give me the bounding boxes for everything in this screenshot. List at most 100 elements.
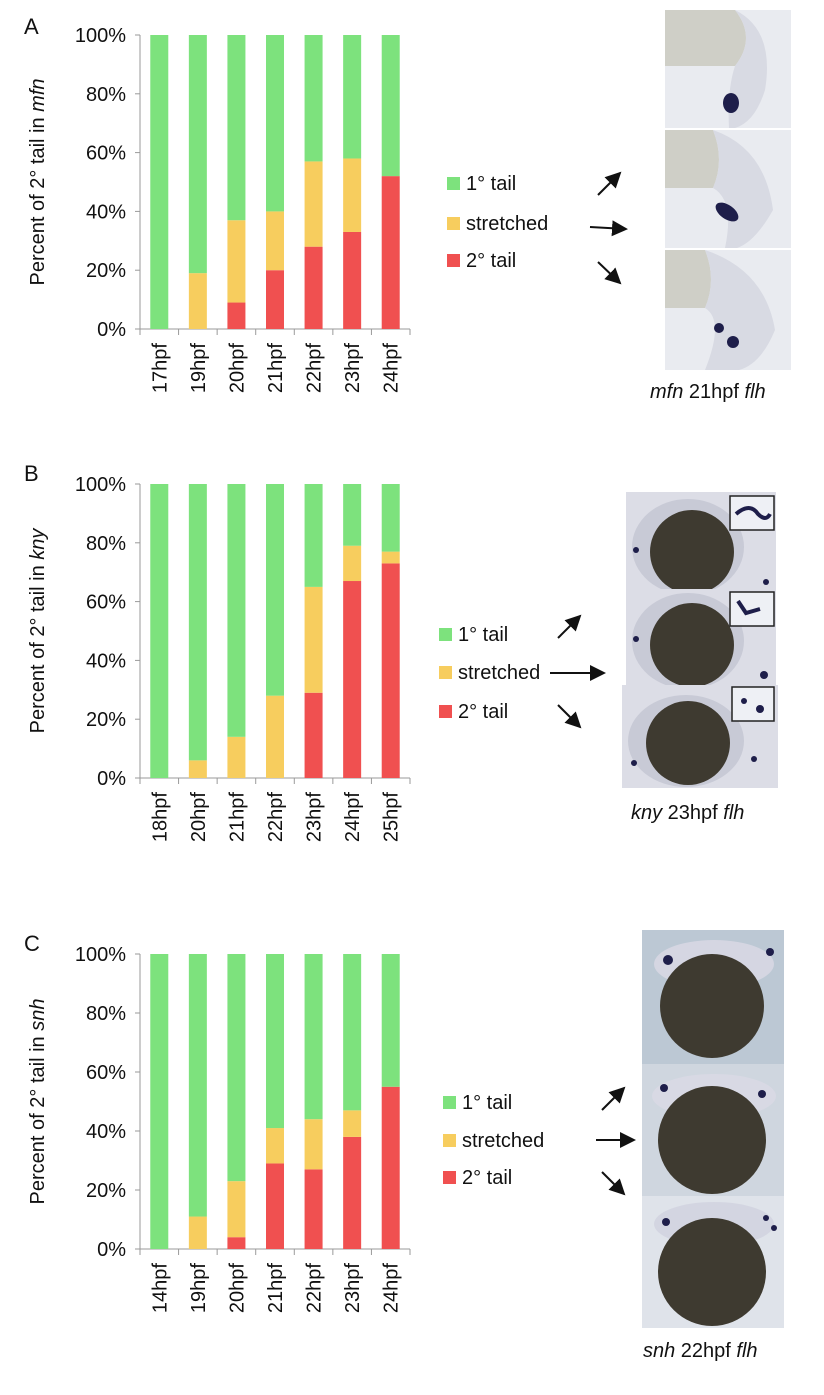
x-tick-label: 19hpf (188, 343, 210, 393)
arrow-up-icon (597, 171, 622, 196)
arrow-up-icon (601, 1086, 626, 1111)
legend-swatch-secondary (443, 1171, 456, 1184)
bar-segment-primary (381, 35, 400, 177)
bar-segment-stretched (266, 1128, 284, 1164)
arrow-group-svg (589, 171, 628, 285)
arrow-group-svg (550, 614, 606, 729)
caption-probe: flh (723, 802, 745, 824)
bar-segment-primary (150, 954, 169, 1249)
y-tick-label: 80% (86, 533, 126, 555)
x-tick-label: 21hpf (265, 343, 287, 393)
y-axis-label: Percent of 2° tail in kny (27, 528, 49, 734)
bar-segment-secondary (227, 1237, 246, 1249)
bar-segment-stretched (227, 1181, 246, 1238)
bar-segment-secondary (381, 1086, 400, 1249)
figure-caption: kny 23hpf flh (631, 802, 744, 825)
legend-label: 1° tail (466, 173, 517, 195)
bar-segment-stretched (343, 545, 362, 582)
caption-gene: snh (643, 1340, 676, 1362)
arrow-down-icon (601, 1171, 626, 1196)
bar-segment-secondary (304, 246, 323, 329)
micrograph-drawing (626, 492, 776, 589)
bar-segment-secondary (304, 692, 323, 778)
y-tick-label: 20% (86, 260, 126, 282)
bar-segment-stretched (343, 1110, 362, 1137)
bar-segment-stretched (188, 273, 207, 329)
bar-segment-stretched (266, 695, 284, 778)
bar-segment-secondary (343, 581, 362, 778)
arrow-right-icon (589, 220, 628, 237)
caption-probe: flh (744, 381, 766, 403)
x-tick-label: 22hpf (304, 343, 326, 393)
bar-segment-stretched (227, 220, 246, 303)
bar-segment-stretched (343, 158, 362, 232)
bar-segment-secondary (381, 176, 400, 329)
y-tick-label: 100% (75, 944, 126, 966)
bar-segment-stretched (188, 760, 207, 778)
x-tick-label: 24hpf (381, 1263, 403, 1313)
y-axis-label-gene: mfn (27, 79, 49, 112)
legend-swatch-primary (443, 1096, 456, 1109)
micrograph-drawing (642, 930, 784, 1064)
bar-segment-primary (227, 954, 246, 1182)
y-tick-label: 60% (86, 1062, 126, 1084)
bar-segment-stretched (227, 736, 246, 778)
caption-probe: flh (736, 1340, 758, 1362)
legend-label: stretched (462, 1130, 545, 1152)
y-tick-label: 80% (86, 84, 126, 106)
arrow-down-icon (557, 704, 582, 729)
legend-swatch-stretched (443, 1134, 456, 1147)
legend-label: stretched (458, 662, 541, 684)
micrograph-drawing (665, 250, 791, 370)
embryo-micrograph-stretched (626, 589, 776, 685)
micrograph-drawing (622, 685, 778, 788)
panel-letter: C (24, 931, 40, 956)
y-axis-label-text: Percent of 2° tail in (27, 1031, 49, 1205)
x-tick-label: 23hpf (342, 1263, 364, 1313)
legend-label: 1° tail (458, 624, 509, 646)
bar-segment-primary (304, 35, 323, 162)
embryo-micrograph-secondary (665, 250, 791, 370)
bar-segment-primary (304, 484, 323, 587)
bar-segment-primary (227, 35, 246, 221)
y-tick-label: 80% (86, 1003, 126, 1025)
bar-segment-secondary (343, 1136, 362, 1249)
bar-segment-primary (188, 35, 207, 274)
legend-swatch-stretched (447, 217, 460, 230)
bar-segment-stretched (304, 1119, 323, 1170)
embryo-micrograph-stretched (642, 1064, 784, 1196)
legend-label: 1° tail (462, 1092, 513, 1114)
x-tick-label: 20hpf (226, 1263, 248, 1313)
x-tick-label: 21hpf (226, 792, 248, 842)
y-tick-label: 20% (86, 709, 126, 731)
legend-label: 2° tail (466, 250, 517, 272)
y-tick-label: 100% (75, 474, 126, 496)
embryo-micrograph-primary (642, 930, 784, 1064)
x-tick-label: 25hpf (381, 792, 403, 842)
legend-label: 2° tail (462, 1167, 513, 1189)
micrograph-drawing (642, 1064, 784, 1196)
y-tick-label: 40% (86, 650, 126, 672)
embryo-micrograph-stack (665, 10, 791, 370)
embryo-micrograph-secondary (642, 1196, 784, 1328)
bar-segment-primary (343, 954, 362, 1111)
y-axis-label: Percent of 2° tail in snh (27, 999, 49, 1205)
y-axis-label: Percent of 2° tail in mfn (27, 79, 49, 286)
figure-caption: mfn 21hpf flh (650, 381, 766, 404)
y-axis-label-text: Percent of 2° tail in (27, 560, 49, 734)
micrograph-drawing (642, 1196, 784, 1328)
arrow-up-icon (557, 614, 582, 639)
x-tick-label: 18hpf (149, 792, 171, 842)
embryo-micrograph-stack (642, 930, 784, 1328)
bar-segment-primary (304, 954, 323, 1120)
legend-swatch-secondary (439, 705, 452, 718)
legend-swatch-stretched (439, 666, 452, 679)
bar-segment-stretched (266, 211, 284, 271)
bar-segment-secondary (343, 231, 362, 329)
micrograph-drawing (665, 130, 791, 248)
bar-segment-primary (188, 484, 207, 761)
micrograph-drawing (626, 589, 776, 685)
y-tick-label: 0% (97, 1239, 126, 1261)
y-tick-label: 0% (97, 319, 126, 341)
embryo-micrograph-primary (626, 492, 776, 589)
